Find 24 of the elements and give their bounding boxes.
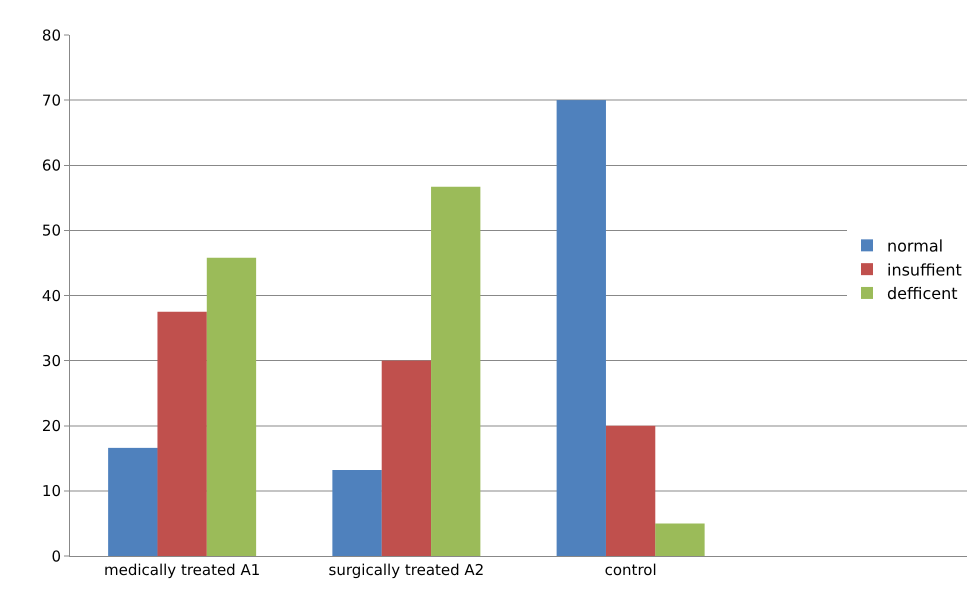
bar <box>606 426 656 556</box>
y-tick-label: 30 <box>42 352 61 370</box>
bar <box>431 186 480 556</box>
bar <box>556 100 606 556</box>
legend-label: defficent <box>887 284 958 304</box>
x-tick-label: surgically treated A2 <box>328 561 484 579</box>
y-tick-label: 40 <box>42 286 61 305</box>
bar <box>206 258 256 556</box>
bar <box>655 523 705 556</box>
x-tick-label: control <box>604 561 657 579</box>
y-tick-label: 20 <box>42 417 61 435</box>
x-tick-label: medically treated A1 <box>104 561 260 579</box>
legend-label: insuffient <box>887 260 962 280</box>
bar <box>382 360 432 556</box>
legend-label: normal <box>887 236 944 256</box>
y-tick-label: 50 <box>42 222 61 240</box>
y-tick-label: 80 <box>42 26 61 44</box>
y-tick-label: 0 <box>51 547 61 566</box>
y-tick-label: 70 <box>42 91 61 110</box>
bar <box>157 312 207 556</box>
bar <box>332 470 382 556</box>
y-tick-label: 60 <box>42 156 61 174</box>
bar <box>108 448 158 556</box>
y-tick-label: 10 <box>42 482 61 500</box>
